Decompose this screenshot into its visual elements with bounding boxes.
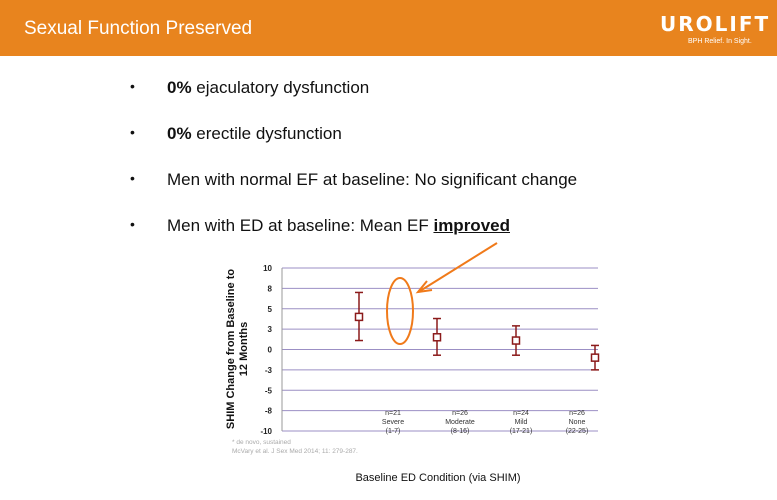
mean-marker (432, 333, 442, 342)
y-tick-label: 10 (263, 264, 272, 273)
category-n: n=24 (513, 410, 529, 417)
category-n: n=21 (385, 410, 401, 417)
bullet-item: • 0% erectile dysfunction (130, 124, 342, 143)
category-name: Moderate (445, 419, 475, 426)
y-tick-label: -3 (265, 366, 273, 375)
footnote: * de novo, sustained (232, 439, 291, 446)
category-range: (1-7) (386, 428, 401, 435)
highlight-ellipse (386, 277, 414, 345)
header-bar: Sexual Function Preserved UROLIFT BPH Re… (0, 0, 777, 56)
bullet-item: • Men with ED at baseline: Mean EF improv… (130, 216, 510, 235)
x-axis-label: Baseline ED Condition (via SHIM) (355, 472, 520, 484)
bullet-item: • Men with normal EF at baseline: No sign… (130, 170, 578, 189)
bullet-list: • 0% ejaculatory dysfunction • 0% erectile… (130, 78, 577, 262)
y-tick-label: 5 (268, 305, 273, 314)
category-name: Mild (515, 419, 528, 426)
category-n: n=26 (569, 410, 585, 417)
mean-marker (354, 312, 364, 322)
category-n: n=26 (452, 410, 468, 417)
mean-marker (590, 353, 600, 362)
y-tick-label: 8 (268, 284, 273, 293)
category-name: Severe (382, 419, 404, 426)
y-axis-label: SHIM Change from Baseline to12 Months (225, 269, 250, 429)
category-range: (17-21) (510, 428, 533, 435)
y-tick-label: -8 (265, 407, 273, 416)
category-range: (22-25) (566, 428, 589, 435)
footnote: McVary et al. J Sex Med 2014; 11: 279-28… (232, 448, 358, 455)
y-tick-label: 0 (268, 346, 273, 355)
category-range: (8-16) (451, 428, 470, 435)
annotation-arrow (419, 242, 498, 292)
mean-marker (511, 336, 521, 345)
arrow-head-icon (415, 280, 433, 294)
slide-title: Sexual Function Preserved (24, 18, 253, 39)
y-tick-label: -10 (260, 427, 272, 436)
category-name: None (569, 419, 586, 426)
y-tick-label: 3 (268, 325, 273, 334)
bullet-item: • 0% ejaculatory dysfunction (130, 78, 370, 97)
y-tick-label: -5 (265, 386, 273, 395)
urolift-logo: UROLIFT BPH Relief. In Sight. (660, 12, 771, 45)
